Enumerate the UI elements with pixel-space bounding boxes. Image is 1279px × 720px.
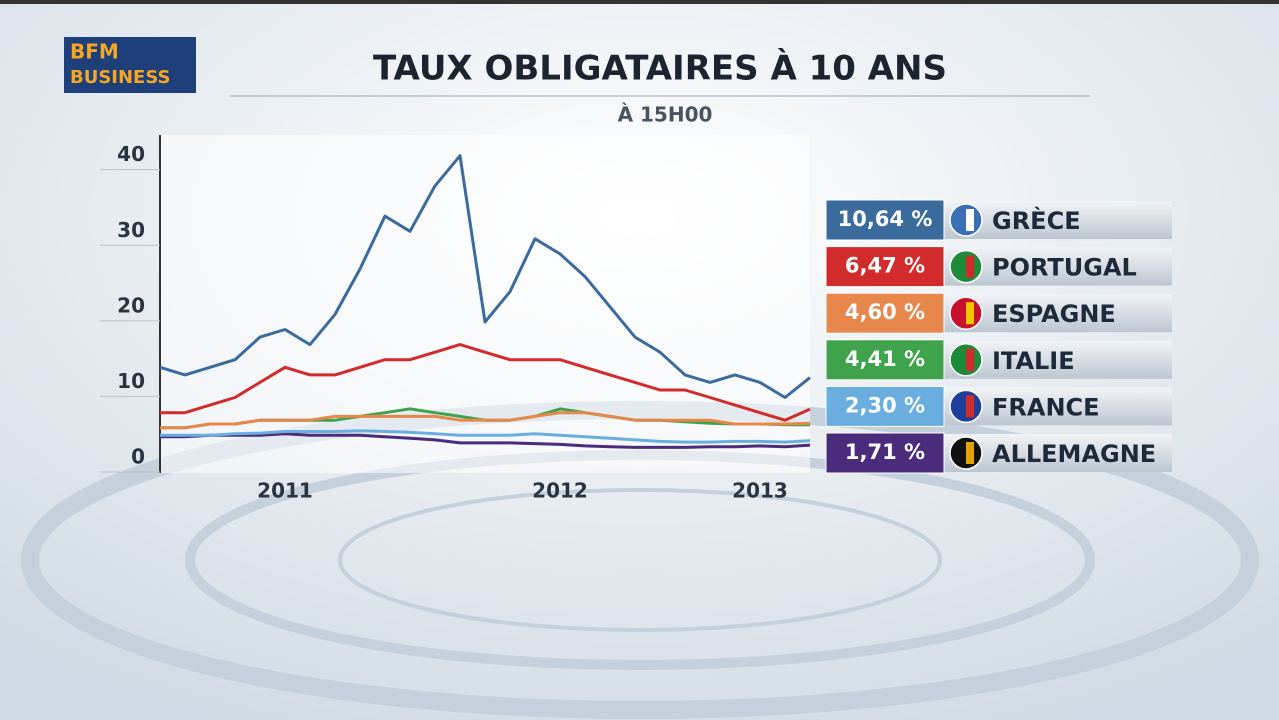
legend-value: 1,71 %: [845, 440, 925, 464]
series-line: [159, 154, 811, 399]
legend-label: ITALIE: [992, 347, 1075, 375]
series-line: [160, 429, 811, 444]
legend-value: 4,41 %: [845, 347, 925, 371]
legend-label: ALLEMAGNE: [992, 440, 1156, 468]
legend-value: 10,64 %: [838, 207, 933, 231]
legend-swatch: [825, 432, 945, 474]
y-tick-label: 40: [117, 142, 145, 166]
legend-value: 6,47 %: [845, 254, 925, 278]
legend-swatch: [825, 246, 945, 288]
legend-label: PORTUGAL: [992, 254, 1137, 282]
x-tick-label: 2011: [257, 479, 313, 503]
flag-stripe: [966, 348, 974, 371]
flag-stripe: [966, 442, 974, 464]
legend-label: ESPAGNE: [992, 300, 1116, 328]
legend-swatch: [825, 339, 945, 381]
legend-label: GRÈCE: [992, 206, 1081, 235]
chart-subtitle: À 15H00: [618, 103, 713, 127]
legend-swatch: [825, 199, 945, 241]
flag-stripe: [966, 395, 974, 418]
chart-title: TAUX OBLIGATAIRES À 10 ANS: [373, 48, 947, 89]
legend-value: 4,60 %: [845, 300, 925, 324]
legend-swatch: [825, 385, 945, 427]
series-line: [160, 432, 811, 449]
y-tick-label: 30: [117, 218, 145, 242]
x-tick-label: 2013: [732, 479, 788, 503]
flag-stripe: [966, 209, 974, 231]
y-tick-label: 10: [117, 369, 145, 393]
legend-value: 2,30 %: [845, 393, 925, 417]
series-line: [160, 411, 811, 430]
series-line: [160, 343, 811, 422]
logo-text: BUSINESS: [70, 67, 170, 88]
y-tick-label: 0: [131, 445, 145, 469]
x-tick-label: 2012: [532, 479, 588, 503]
flag-stripe: [966, 255, 974, 278]
top-bar: [0, 0, 1279, 4]
logo-text: BFM: [70, 40, 119, 64]
legend-label: FRANCE: [992, 393, 1100, 421]
y-tick-label: 20: [117, 293, 145, 317]
plot-area: [160, 135, 810, 473]
logo-box: [64, 37, 196, 93]
flag-stripe: [966, 302, 974, 325]
legend-swatch: [825, 292, 945, 334]
